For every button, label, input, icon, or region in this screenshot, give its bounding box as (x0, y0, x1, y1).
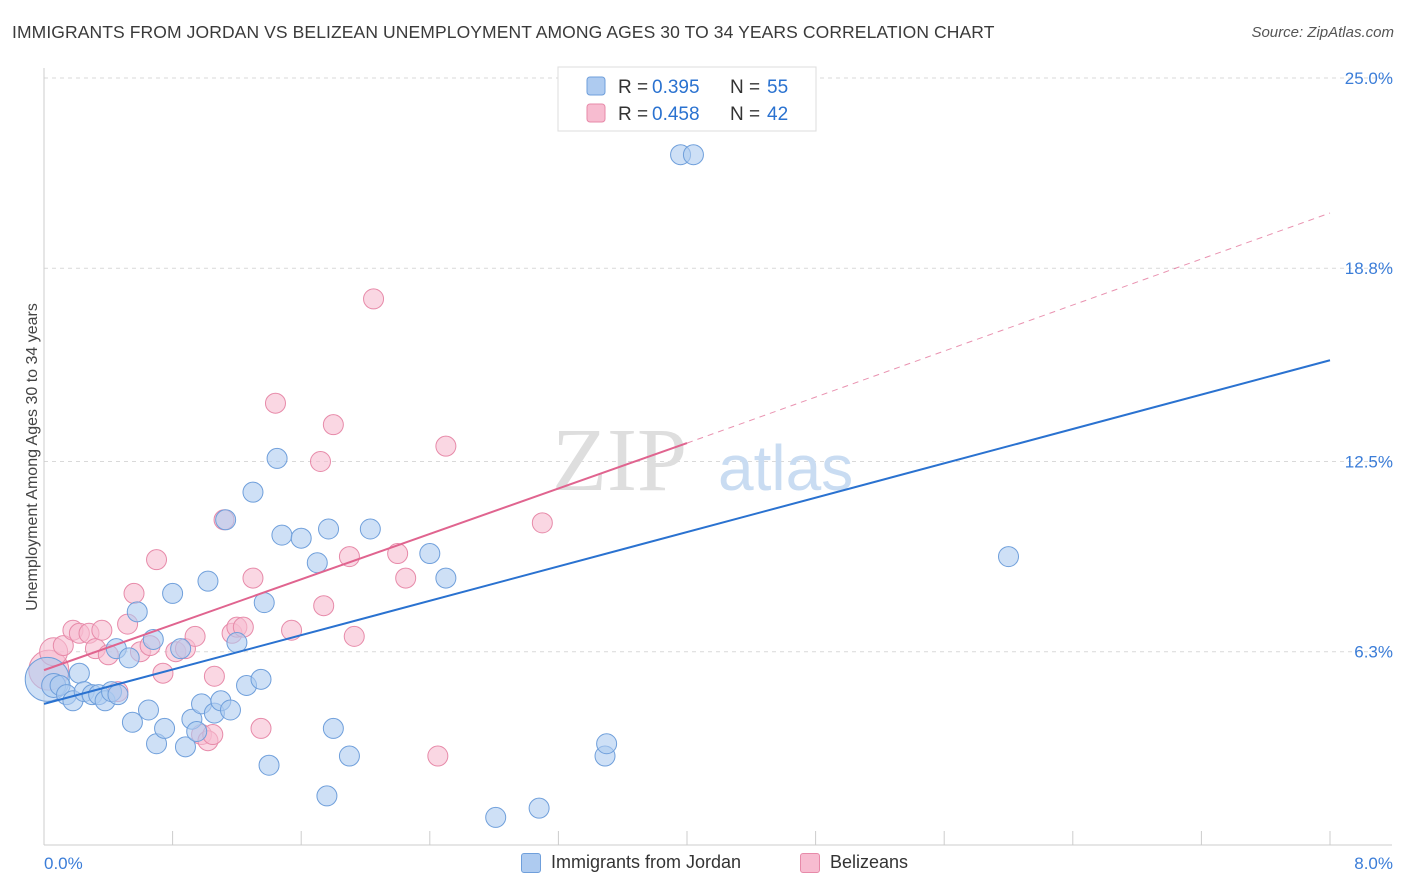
data-point (146, 549, 168, 571)
data-point (258, 754, 280, 776)
data-point (359, 518, 381, 540)
data-point (363, 288, 385, 310)
y-tick-label-1: 12.5% (1345, 453, 1393, 472)
chart-title: IMMIGRANTS FROM JORDAN VS BELIZEAN UNEMP… (12, 22, 995, 42)
trend-line-pink (43, 442, 688, 672)
legend-label-belizeans: Belizeans (830, 852, 909, 872)
data-point (338, 546, 360, 568)
legend-n-value-1: 55 (767, 77, 788, 98)
y-axis-label: Unemployment Among Ages 30 to 34 years (24, 303, 41, 611)
data-point (322, 414, 344, 436)
data-point (485, 806, 507, 828)
data-point (427, 745, 449, 767)
trend-lines (43, 212, 1331, 705)
data-point (215, 509, 237, 531)
data-point (316, 785, 338, 807)
legend-swatch-jordan (521, 852, 541, 873)
data-point (419, 543, 441, 565)
x-tick-min: 0.0% (44, 854, 83, 873)
data-point (322, 717, 344, 739)
legend-item-jordan: Immigrants from Jordan (521, 852, 741, 873)
data-point (152, 662, 174, 684)
trend-line-extension-pink (686, 212, 1331, 444)
data-point (107, 684, 129, 706)
legend-swatch-pink (586, 103, 606, 123)
grid-lines (44, 77, 1392, 653)
data-point (186, 720, 208, 742)
data-point (338, 745, 360, 767)
axes (43, 68, 1392, 846)
legend-item-belizeans: Belizeans (800, 852, 908, 873)
stats-legend: R = 0.395 N = 55 R = 0.458 N = 42 (557, 66, 817, 132)
data-point (184, 625, 206, 647)
data-point (281, 619, 303, 641)
legend-n-label-2: N = (730, 104, 760, 125)
data-point (435, 567, 457, 589)
source-label: Source: ZipAtlas.com (1251, 24, 1394, 41)
data-point (290, 527, 312, 549)
y-tick-label-2: 18.8% (1345, 259, 1393, 278)
legend-r-value-1: 0.395 (652, 77, 700, 98)
data-point (318, 518, 340, 540)
legend-n-value-2: 42 (767, 104, 788, 125)
data-point (998, 546, 1019, 568)
legend-r-label-1: R = (618, 77, 648, 98)
data-point (596, 733, 618, 755)
watermark-zip: ZIP (552, 411, 687, 510)
data-point (682, 144, 704, 166)
legend-r-value-2: 0.458 (652, 104, 700, 125)
y-tick-labels: 6.3% 12.5% 18.8% 25.0% (1345, 69, 1393, 662)
data-point (52, 635, 74, 657)
legend-swatch-blue (586, 76, 606, 96)
bottom-legend: Immigrants from Jordan Belizeans (0, 852, 1406, 878)
y-tick-label-3: 25.0% (1345, 69, 1393, 88)
data-point (142, 628, 164, 650)
data-point (387, 543, 409, 565)
data-point (68, 662, 90, 684)
trend-line-blue (43, 359, 1331, 705)
x-tick-max: 8.0% (1354, 854, 1393, 873)
data-point (343, 625, 365, 647)
series-jordan-points (24, 144, 1019, 828)
series-belizeans-points (28, 288, 553, 767)
watermark-atlas: atlas (718, 432, 853, 504)
legend-r-label-2: R = (618, 104, 648, 125)
data-point (121, 711, 143, 733)
data-point (250, 668, 272, 690)
data-point (154, 717, 176, 739)
data-point (528, 797, 550, 819)
data-point (242, 567, 264, 589)
legend-swatch-belizeans (800, 852, 820, 873)
data-point (435, 435, 457, 457)
data-point (266, 447, 288, 469)
data-point (162, 582, 184, 604)
data-point (250, 717, 272, 739)
legend-label-jordan: Immigrants from Jordan (551, 852, 742, 872)
data-point (309, 451, 331, 472)
data-point (242, 481, 264, 503)
data-point (395, 567, 417, 589)
data-point (313, 595, 335, 617)
legend-n-label-1: N = (730, 77, 760, 98)
data-point (126, 601, 148, 623)
data-point (174, 736, 196, 758)
data-point (306, 552, 328, 574)
y-tick-label-0: 6.3% (1354, 643, 1393, 662)
data-point (264, 392, 286, 414)
data-point (203, 665, 225, 687)
data-point (197, 570, 219, 592)
data-point (123, 582, 145, 604)
data-point (170, 638, 192, 660)
data-point (219, 699, 241, 721)
data-point (137, 699, 159, 721)
data-point (531, 512, 553, 534)
data-point (91, 619, 113, 641)
data-point (271, 524, 293, 546)
data-point (118, 647, 140, 669)
